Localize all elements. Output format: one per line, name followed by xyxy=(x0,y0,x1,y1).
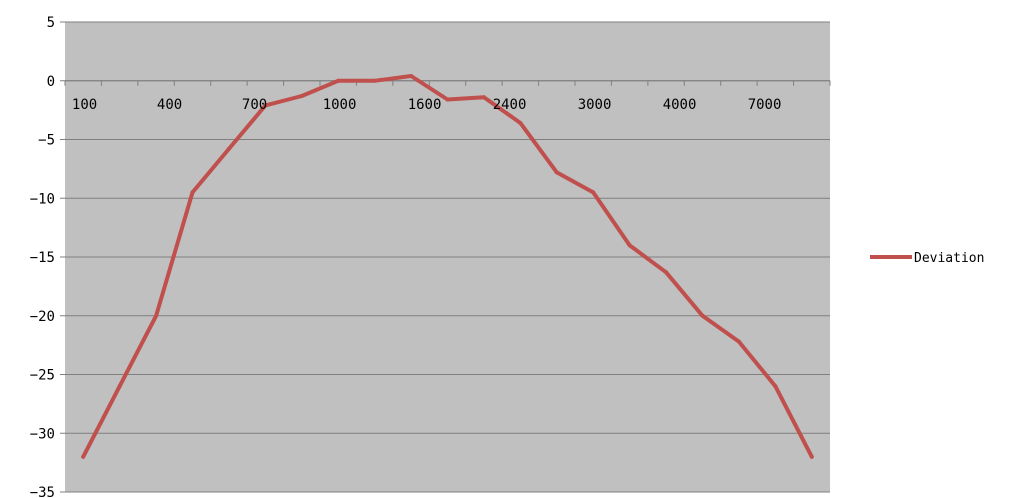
x-tick-label: 2400 xyxy=(493,97,527,113)
x-tick-label: 7000 xyxy=(748,97,782,113)
data-point xyxy=(190,190,195,195)
data-point xyxy=(81,454,86,459)
x-axis xyxy=(64,80,831,86)
x-tick-label: 700 xyxy=(242,97,267,113)
x-tick-label: 1600 xyxy=(408,97,442,113)
data-point xyxy=(372,78,377,83)
y-tick-label: −30 xyxy=(30,426,55,442)
data-point xyxy=(154,313,159,318)
data-point xyxy=(554,170,559,175)
data-point xyxy=(809,454,814,459)
data-point xyxy=(226,146,231,151)
data-point xyxy=(664,270,669,275)
x-tick-label: 3000 xyxy=(578,97,612,113)
data-point xyxy=(117,384,122,389)
data-point xyxy=(263,103,268,108)
y-tick-label: −10 xyxy=(30,191,55,207)
data-point xyxy=(409,74,414,79)
data-point xyxy=(336,78,341,83)
x-tick-label: 4000 xyxy=(663,97,697,113)
y-tick-label: −20 xyxy=(30,309,55,325)
y-tick-label: −15 xyxy=(30,250,55,266)
data-point xyxy=(299,94,304,99)
data-point xyxy=(481,95,486,100)
y-tick-label: 5 xyxy=(47,15,55,31)
x-tick-label: 100 xyxy=(72,97,97,113)
legend: Deviation xyxy=(870,251,984,266)
y-axis-tick-labels: 5 0 −5 −10 −15 −20 −25 −30 −35 xyxy=(30,15,55,498)
series-layer xyxy=(81,74,814,459)
data-point xyxy=(445,97,450,102)
y-tick-label: −25 xyxy=(30,368,55,384)
x-axis-tick-labels: 100 400 700 1000 1600 2400 3000 4000 7000 xyxy=(72,97,782,113)
data-point xyxy=(736,339,741,344)
data-point xyxy=(773,384,778,389)
data-point xyxy=(518,121,523,126)
y-tick-label: −5 xyxy=(38,133,55,149)
y-tick-label: −35 xyxy=(30,485,55,498)
legend-label-deviation: Deviation xyxy=(914,251,984,266)
y-tick-label: 0 xyxy=(47,74,55,90)
x-tick-label: 400 xyxy=(157,97,182,113)
x-tick-label: 1000 xyxy=(323,97,357,113)
data-point xyxy=(700,313,705,318)
data-point xyxy=(627,243,632,248)
data-point xyxy=(591,190,596,195)
